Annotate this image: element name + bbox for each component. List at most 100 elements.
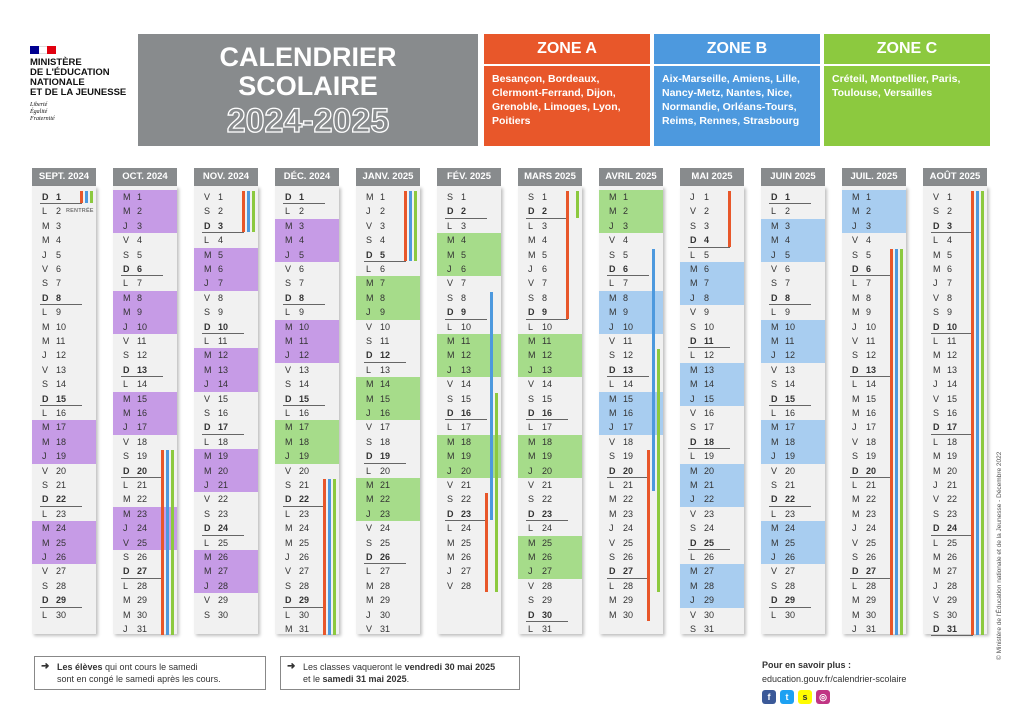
day-letter: V xyxy=(771,566,778,577)
day-number: 26 xyxy=(947,552,958,562)
day-number: 16 xyxy=(866,408,877,418)
day-cell: V 20 xyxy=(275,464,339,478)
day-number: 7 xyxy=(299,278,305,289)
day-cell: V 14 xyxy=(518,377,582,391)
day-number: 23 xyxy=(785,508,796,519)
day-cell: J 24 xyxy=(113,521,177,535)
day-number: 25 xyxy=(137,537,148,548)
day-letter: M xyxy=(447,249,455,260)
day-cell: L 2 RENTRÉE xyxy=(32,204,96,218)
day-number: 16 xyxy=(461,408,472,418)
day-number: 21 xyxy=(947,480,958,490)
day-cell: M 13 xyxy=(194,363,258,377)
day-letter: J xyxy=(366,408,371,418)
day-cell: S 19 xyxy=(599,449,663,463)
day-letter: L xyxy=(852,480,858,490)
day-cell: M 23 xyxy=(113,507,177,521)
day-number: 21 xyxy=(785,480,796,490)
day-letter: D xyxy=(771,494,778,505)
day-letter: D xyxy=(42,494,49,505)
day-letter: M xyxy=(123,292,131,303)
day-cell: M 12 xyxy=(923,348,987,362)
day-number: 29 xyxy=(542,595,553,606)
day-number: 15 xyxy=(542,393,553,404)
day-letter: M xyxy=(123,307,131,318)
day-cell: S 26 xyxy=(599,550,663,564)
day-cell: J 14 xyxy=(923,377,987,391)
day-number: 19 xyxy=(866,451,877,462)
day-number: 21 xyxy=(56,480,67,490)
day-cell: M 11 xyxy=(437,334,501,348)
holiday-shade xyxy=(356,276,420,320)
day-number: 21 xyxy=(218,480,229,490)
day-letter: V xyxy=(204,192,211,202)
day-number: 30 xyxy=(623,609,634,620)
day-number: 23 xyxy=(542,508,553,519)
day-letter: D xyxy=(690,436,697,447)
day-letter: J xyxy=(366,206,371,217)
day-letter: D xyxy=(123,566,130,577)
month-header: OCT. 2024 xyxy=(113,168,177,186)
day-number: 28 xyxy=(785,580,796,591)
more-info-link[interactable]: education.gouv.fr/calendrier-scolaire xyxy=(762,674,907,684)
month-body: M 1 M 2 J 3 V 4 S 5 D 6 L 7 M 8 M 9 J 10 V 11 S 12 D 13 L 14 M 15 M 16 J… xyxy=(842,186,906,636)
day-cell: L 16 xyxy=(761,406,825,420)
day-cell: S 10 xyxy=(680,320,744,334)
day-number: 22 xyxy=(56,494,67,505)
day-number: 9 xyxy=(623,307,629,318)
day-number: 26 xyxy=(623,552,634,562)
day-letter: S xyxy=(933,609,940,620)
day-letter: D xyxy=(204,422,211,433)
twitter-icon[interactable]: t xyxy=(780,690,794,704)
day-letter: M xyxy=(933,566,941,577)
day-cell: S 31 xyxy=(680,622,744,636)
day-cell: D 17 xyxy=(194,420,258,436)
day-cell: D 13 xyxy=(842,363,906,378)
day-cell: M 19 xyxy=(518,449,582,463)
day-number: 20 xyxy=(785,465,796,476)
day-number: 24 xyxy=(785,523,796,534)
day-letter: M xyxy=(42,436,50,447)
day-letter: D xyxy=(42,292,49,303)
snapchat-icon[interactable]: s xyxy=(798,690,812,704)
day-letter: V xyxy=(366,422,373,433)
day-letter: M xyxy=(771,220,779,231)
day-number: 16 xyxy=(380,408,391,418)
day-cell: D 10 xyxy=(923,320,987,335)
day-number: 16 xyxy=(218,408,229,418)
day-number: 14 xyxy=(218,379,229,390)
holiday-shade xyxy=(518,535,582,579)
day-letter: M xyxy=(123,494,131,505)
day-cell: S 29 xyxy=(518,593,582,607)
day-cell: L 30 xyxy=(275,608,339,622)
day-letter: L xyxy=(447,220,453,231)
facebook-icon[interactable]: f xyxy=(762,690,776,704)
day-number: 26 xyxy=(704,552,715,562)
day-letter: S xyxy=(771,278,778,289)
holiday-shade xyxy=(680,564,744,608)
day-cell: M 12 xyxy=(437,348,501,362)
day-number: 4 xyxy=(380,235,386,246)
instagram-icon[interactable]: ◎ xyxy=(816,690,830,704)
day-number: 27 xyxy=(299,566,310,577)
day-number: 3 xyxy=(542,220,548,231)
day-letter: D xyxy=(852,264,859,274)
day-letter: M xyxy=(690,465,698,476)
day-number: 6 xyxy=(56,264,62,274)
day-cell: M 15 xyxy=(599,392,663,406)
day-cell: M 20 xyxy=(923,464,987,478)
